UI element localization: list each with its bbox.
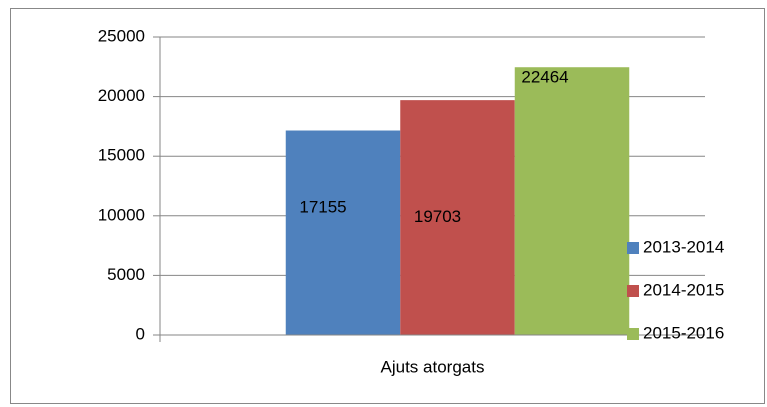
legend-swatch	[627, 242, 639, 254]
y-tick-label: 15000	[98, 146, 145, 165]
y-tick-label: 5000	[107, 265, 145, 284]
data-label: 19703	[414, 207, 461, 226]
y-tick-label: 25000	[98, 26, 145, 45]
legend-label: 2013-2014	[643, 237, 724, 256]
bar	[285, 130, 401, 335]
bar	[400, 100, 515, 335]
data-label: 17155	[299, 198, 346, 217]
data-label: 22464	[521, 67, 568, 86]
y-tick-label: 10000	[98, 205, 145, 224]
legend-label: 2014-2015	[643, 280, 724, 299]
legend-swatch	[627, 328, 639, 340]
y-tick-label: 20000	[98, 86, 145, 105]
x-tick-label: Ajuts atorgats	[381, 357, 485, 376]
y-tick-label: 0	[136, 324, 145, 343]
legend-label: 2015-2016	[643, 323, 724, 342]
bar	[514, 67, 630, 335]
legend-swatch	[627, 285, 639, 297]
